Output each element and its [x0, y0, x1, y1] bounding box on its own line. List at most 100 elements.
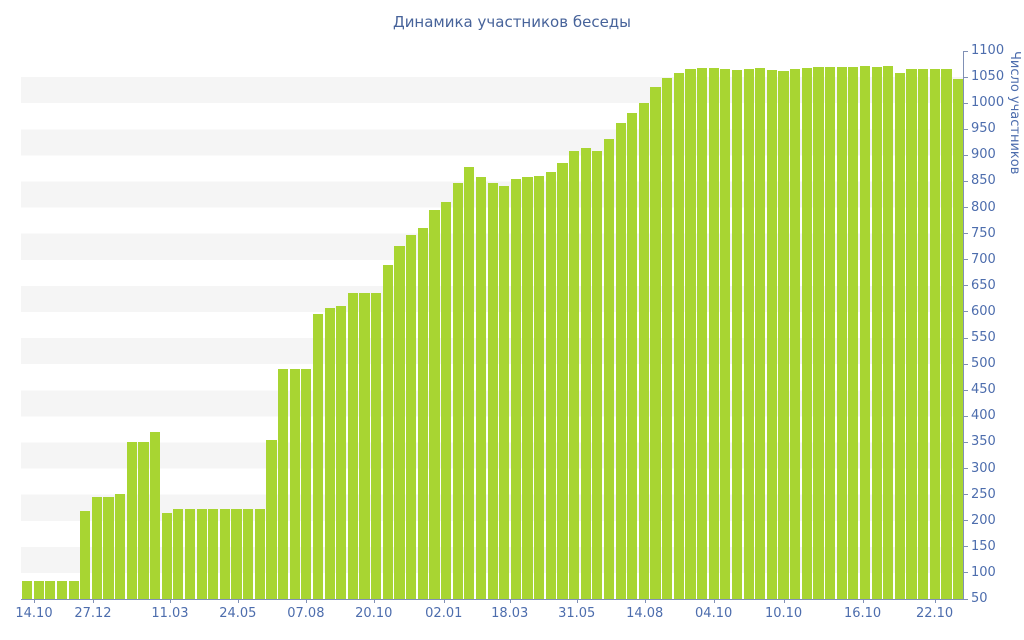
x-axis-tick-label: 22.10 [915, 606, 954, 621]
bar [487, 182, 498, 599]
bar [254, 509, 265, 599]
bar [382, 264, 393, 599]
bar [161, 512, 172, 599]
bar [766, 70, 777, 599]
y-axis-tick [963, 285, 968, 287]
bar [522, 177, 533, 599]
y-axis-tick [963, 50, 968, 52]
y-axis-tick [963, 76, 968, 78]
bar [452, 182, 463, 599]
bar [208, 509, 219, 599]
x-axis-tick-label: 07.08 [287, 606, 325, 621]
bar [871, 67, 882, 599]
bar [790, 69, 801, 599]
y-axis-tick-label: 900 [971, 147, 996, 163]
bar [615, 122, 626, 599]
bar [545, 171, 556, 599]
x-axis-tick-label: 10.10 [764, 606, 803, 621]
y-axis-tick [963, 441, 968, 443]
bar [196, 509, 207, 599]
y-axis-tick-label: 600 [971, 303, 996, 319]
x-axis-tick [713, 599, 715, 603]
x-axis-tick [237, 599, 239, 603]
x-axis-tick [443, 599, 445, 603]
x-axis-tick [783, 599, 785, 603]
y-axis-tick-label: 450 [971, 382, 996, 398]
bar [627, 113, 638, 599]
bar [91, 497, 102, 599]
bar [848, 67, 859, 599]
x-axis-tick-label: 04.10 [695, 606, 733, 621]
x-axis-tick [373, 599, 375, 603]
bar [150, 432, 161, 599]
bar [184, 509, 196, 599]
bar [336, 305, 347, 599]
bar [417, 228, 428, 599]
y-axis-tick-label: 550 [971, 330, 996, 346]
chart-title: Динамика участников беседы [392, 13, 632, 31]
bar [499, 185, 510, 599]
bar [115, 493, 126, 599]
y-axis-tick [963, 128, 968, 130]
y-axis-tick-label: 50 [971, 591, 988, 606]
bar [394, 245, 405, 599]
bar [534, 175, 545, 599]
y-axis-tick-label: 100 [971, 564, 996, 580]
bar [755, 67, 766, 599]
x-axis-tick-label: 16.10 [843, 606, 882, 621]
bar [836, 67, 847, 599]
bar [347, 292, 359, 599]
bar [440, 201, 452, 599]
bar [813, 67, 824, 599]
bar [219, 509, 231, 599]
y-axis-tick [963, 572, 968, 574]
bar [173, 509, 184, 599]
bar [371, 292, 382, 599]
bar [33, 580, 44, 599]
bar [580, 147, 591, 599]
x-axis-tick [33, 599, 35, 603]
y-axis-tick [963, 363, 968, 365]
bar [22, 580, 33, 599]
y-axis-tick-label: 1050 [971, 69, 1005, 85]
y-axis-tick-label: 500 [971, 356, 996, 372]
y-axis-tick [963, 233, 968, 235]
bar [568, 150, 580, 599]
bar [278, 369, 289, 599]
y-axis-tick [963, 520, 968, 522]
y-axis-tick [963, 311, 968, 313]
y-axis-tick-label: 1100 [971, 43, 1005, 58]
y-axis-tick [963, 337, 968, 339]
bar [720, 69, 731, 599]
y-axis-tick [963, 259, 968, 261]
bar [638, 102, 649, 599]
bar [906, 69, 917, 599]
y-axis-tick [963, 468, 968, 470]
y-axis-tick-label: 150 [971, 538, 996, 554]
bar [650, 86, 661, 599]
bar [324, 308, 335, 599]
bar [301, 369, 312, 599]
y-axis-tick-label: 400 [971, 408, 996, 424]
x-axis-tick-label: 27.12 [74, 606, 112, 621]
bar [126, 442, 137, 599]
plot-area [21, 50, 968, 603]
bar [289, 369, 300, 599]
y-axis-tick-label: 350 [971, 434, 996, 450]
x-axis-tick [862, 599, 864, 603]
x-axis-tick [576, 599, 578, 603]
bar [662, 78, 673, 599]
bar [592, 150, 603, 599]
x-axis-tick [169, 599, 171, 603]
y-axis-tick [963, 546, 968, 548]
x-axis-tick [92, 599, 94, 603]
y-axis-tick-label: 750 [971, 225, 996, 241]
bar [510, 178, 521, 599]
bar [231, 509, 242, 599]
bar [685, 69, 696, 599]
y-axis-tick [963, 207, 968, 209]
y-axis-tick-label: 800 [971, 199, 996, 215]
y-axis-tick [963, 102, 968, 104]
y-axis-tick-label: 1000 [971, 95, 1005, 111]
y-axis-tick [963, 180, 968, 182]
